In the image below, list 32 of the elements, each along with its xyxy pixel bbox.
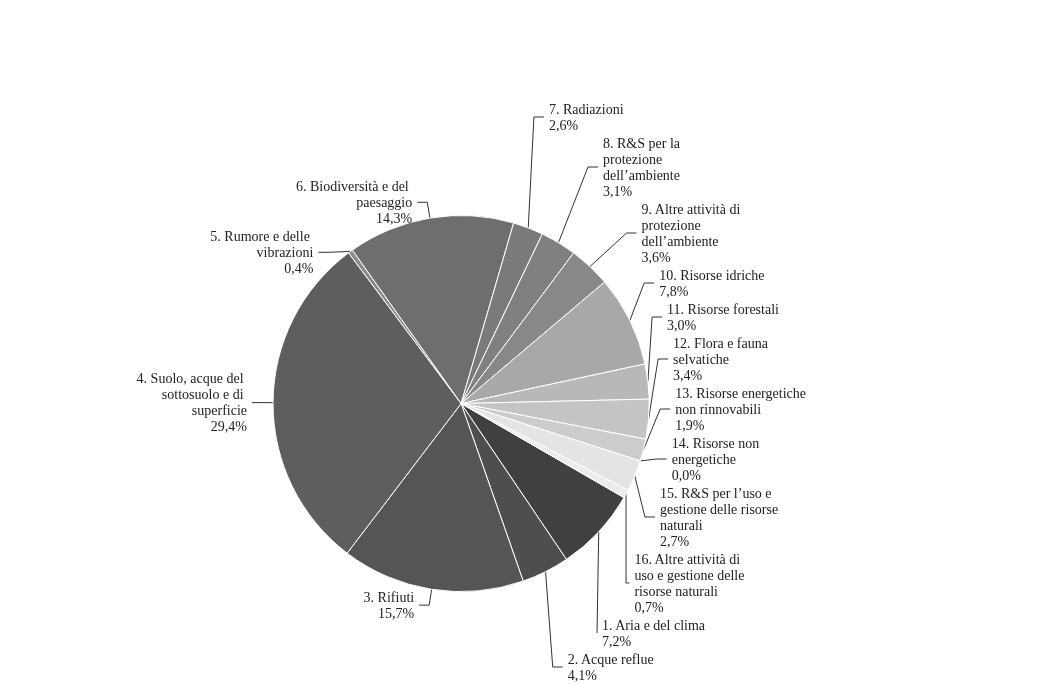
slice-label: 3. Rifiuti xyxy=(363,589,415,605)
slice-label: 4. Suolo, acque del sottosuolo e di superficie xyxy=(136,371,248,419)
slice-label: 15. R&S per l’uso e gestione delle risorse naturali xyxy=(659,485,782,533)
text: 0,0% xyxy=(671,467,701,483)
data-label: 0,7% xyxy=(634,599,664,615)
slice-label: 16. Altre attività di uso e gestione delle risorse naturali xyxy=(634,551,748,599)
data-label: 3,0% xyxy=(667,317,697,333)
data-label: 3,1% xyxy=(603,183,633,199)
slice-label: 7. Radiazioni xyxy=(548,101,624,117)
legend-label: 14. Risorse non energetiche xyxy=(671,435,763,467)
data-label: 2,6% xyxy=(548,117,579,133)
slice-label: 5. Rumore e delle vibrazioni xyxy=(210,228,314,260)
slice-label: 2. Acque reflue xyxy=(567,651,654,667)
data-label: 3,6% xyxy=(641,249,672,265)
data-label: 3,4% xyxy=(673,367,703,383)
data-label: 7,2% xyxy=(602,633,632,649)
data-label: 1,9% xyxy=(675,417,705,433)
slice-label: 1. Aria e del clima xyxy=(602,617,706,633)
data-label: 7,8% xyxy=(659,283,689,299)
data-label: 2,7% xyxy=(659,533,690,549)
data-label: 29,4% xyxy=(210,419,248,435)
slice-label: 10. Risorse idriche xyxy=(659,267,765,283)
slice-label: 9. Altre attività di protezione dell’ambiente xyxy=(641,201,744,249)
slice-label: 11. Risorse forestali xyxy=(667,301,780,317)
data-label: 4,1% xyxy=(567,667,598,683)
slice-label: 13. Risorse energetiche non rinnovabili xyxy=(675,385,810,417)
data-label: 15,7% xyxy=(377,605,415,621)
data-label: 0,4% xyxy=(284,260,314,276)
slice-label: 8. R&S per la protezione dell’ambiente xyxy=(603,135,684,183)
data-label: 14,3% xyxy=(376,210,413,226)
slice-label: 12. Flora e fauna selvatiche xyxy=(673,335,772,367)
slice-label: 6. Biodiversità e del paesaggio xyxy=(295,178,413,210)
